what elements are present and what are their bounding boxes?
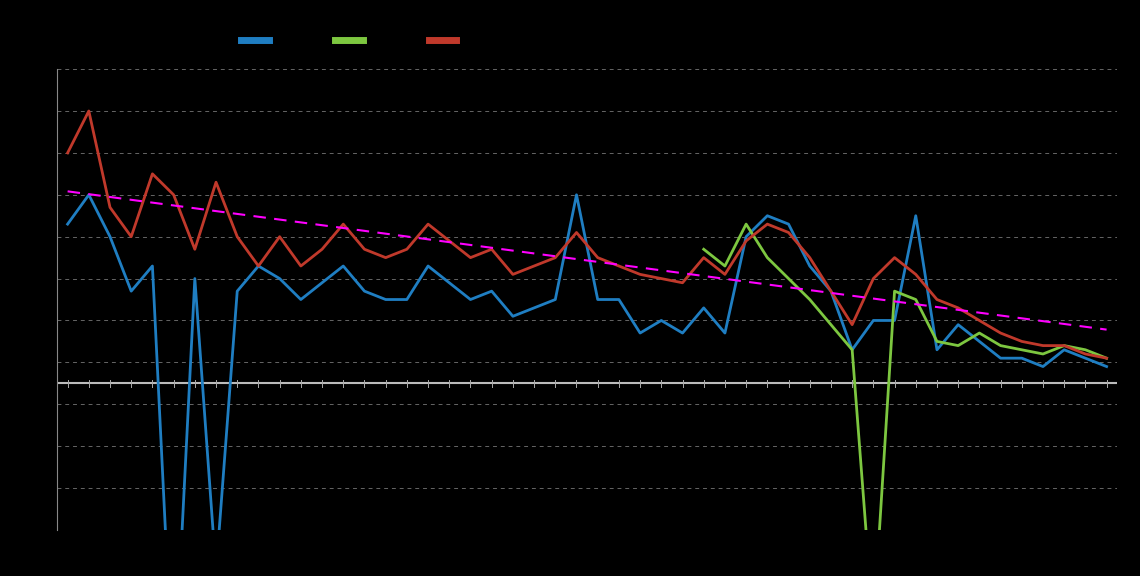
Legend: , , : , ,	[236, 29, 471, 52]
